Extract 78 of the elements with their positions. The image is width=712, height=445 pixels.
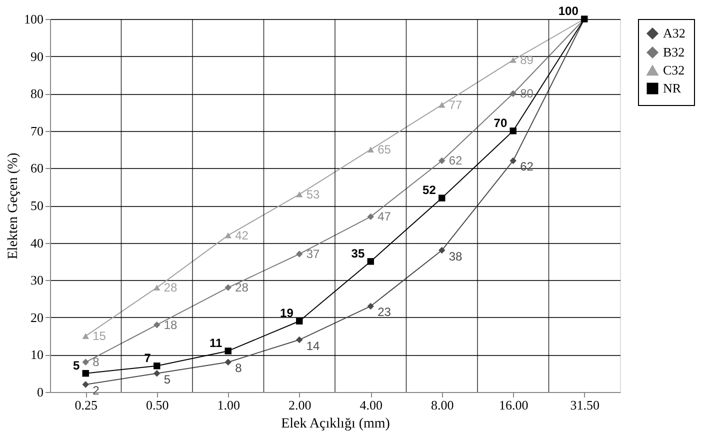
x-axis-title: Elek Açıklığı (mm) [281,416,390,432]
data-label: 19 [280,306,294,320]
point [224,358,232,366]
point [82,381,89,388]
point [510,157,516,164]
legend-label: B32 [663,44,685,60]
x-tick-label: 0.50 [146,398,169,412]
data-label: 14 [306,338,320,353]
data-label: 28 [164,280,178,295]
data-label: 5 [164,372,171,386]
legend-label: A32 [663,26,686,40]
point [82,333,89,339]
x-tick-label: 2.00 [288,398,312,412]
x-tick-label: 4.00 [360,398,382,412]
y-tick-label: 40 [30,235,44,250]
x-tick-label: 1.00 [217,398,240,412]
data-label: 52 [422,183,436,198]
point [154,370,160,377]
data-label: 15 [92,329,106,344]
point [510,57,516,63]
point [510,90,516,97]
data-label: 77 [448,98,463,112]
y-tick-label: 90 [30,48,44,64]
point [367,302,374,310]
x-tick-label: 31.50 [570,398,600,412]
data-label: 8 [92,355,100,370]
point [154,362,160,370]
point [154,284,160,290]
legend-label: C32 [663,62,685,78]
data-label: 100 [558,4,579,18]
y-tick-label: 20 [30,310,44,325]
data-label: 28 [235,280,249,295]
data-label: 65 [378,142,392,157]
point [224,232,232,238]
point [438,102,446,108]
y-tick-label: 70 [30,123,44,138]
data-label: 53 [306,187,320,202]
point [367,146,374,152]
point [296,318,303,324]
point [438,246,446,254]
data-label: 37 [306,246,320,261]
data-label: 18 [164,318,178,332]
y-tick-label: 50 [30,198,44,213]
data-label: 35 [351,246,365,260]
y-tick-label: 80 [30,86,44,102]
data-label: 89 [520,53,534,68]
point [224,348,232,354]
point [510,128,516,134]
y-axis-title: Elekten Geçen (%) [6,152,21,260]
x-tick-label: 0.25 [74,398,98,412]
data-label: 42 [235,228,249,242]
data-label: 8 [235,361,242,376]
data-label: 70 [494,116,508,130]
y-tick-label: 10 [30,347,44,362]
data-label: 47 [378,210,392,224]
point [224,284,232,291]
legend-label: NR [663,80,682,96]
data-label: 38 [448,249,463,264]
x-tick-label: 16.00 [499,398,528,412]
y-tick-label: 0 [37,384,44,400]
y-tick-label: 30 [30,272,44,288]
data-label: 11 [209,336,222,350]
point [438,157,446,164]
data-label: 62 [448,154,463,168]
data-label: 23 [378,305,392,320]
point [367,213,374,220]
point [296,191,303,198]
point [82,358,89,366]
data-label: 5 [72,358,80,372]
point [82,370,89,377]
point [438,194,446,202]
y-tick-label: 100 [24,12,44,26]
x-tick-label: 8.00 [431,398,454,412]
y-tick-label: 60 [30,160,44,176]
point [154,322,160,328]
point [367,258,374,265]
point [296,250,303,258]
point [296,336,303,344]
